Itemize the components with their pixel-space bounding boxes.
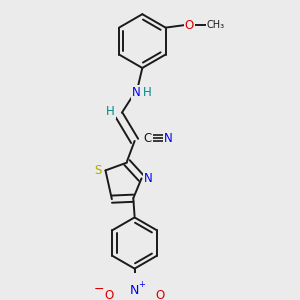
Text: CH₃: CH₃	[207, 20, 225, 30]
Text: O: O	[185, 19, 194, 32]
Text: N: N	[164, 132, 173, 145]
Text: C: C	[143, 132, 152, 145]
Text: H: H	[143, 86, 152, 99]
Text: O: O	[104, 289, 114, 300]
Text: S: S	[94, 164, 102, 177]
Text: O: O	[155, 289, 165, 300]
Text: N: N	[131, 86, 140, 99]
Text: −: −	[94, 283, 104, 296]
Text: N: N	[130, 284, 139, 297]
Text: +: +	[138, 280, 145, 289]
Text: H: H	[106, 105, 115, 118]
Text: N: N	[144, 172, 153, 185]
